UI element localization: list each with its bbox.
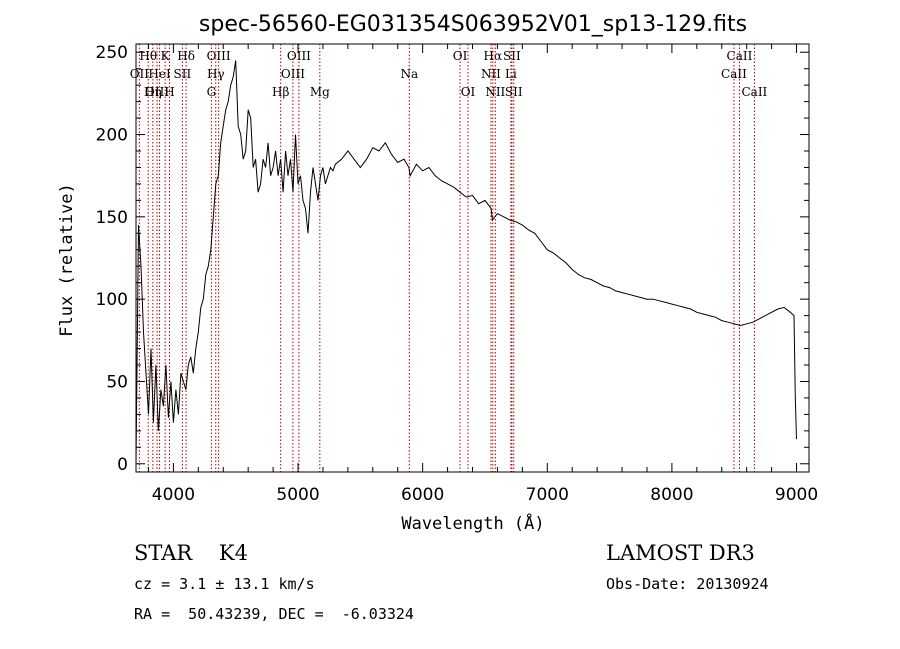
x-tick-label: 7000 bbox=[526, 485, 569, 505]
y-tick-label: 50 bbox=[106, 372, 128, 392]
emission-line-label: OI bbox=[461, 85, 476, 99]
emission-line-label: CaII bbox=[727, 49, 753, 63]
redshift-velocity: cz = 3.1 ± 13.1 km/s bbox=[134, 575, 315, 593]
y-tick-label: 200 bbox=[96, 126, 128, 146]
emission-line-label: G bbox=[207, 85, 217, 99]
y-tick-label: 150 bbox=[96, 208, 128, 228]
y-tick-label: 100 bbox=[96, 290, 128, 310]
emission-line-label: OIII bbox=[281, 67, 305, 81]
emission-line-label: H bbox=[164, 85, 174, 99]
emission-line-label: SII bbox=[174, 67, 192, 81]
emission-line-label: Mg bbox=[310, 85, 330, 99]
x-tick-label: 8000 bbox=[650, 485, 693, 505]
spectrum-line bbox=[135, 60, 797, 464]
classification-label: STAR K4 bbox=[134, 541, 248, 565]
plot-frame bbox=[135, 43, 810, 473]
emission-line-label: SII bbox=[505, 85, 523, 99]
emission-line-label: Hθ bbox=[139, 49, 157, 63]
x-tick-label: 9000 bbox=[775, 485, 818, 505]
emission-line-label: Hβ bbox=[272, 85, 289, 99]
y-axis-label: Flux (relative) bbox=[57, 183, 77, 337]
survey-label: LAMOST DR3 bbox=[606, 541, 755, 565]
x-tick-label: 5000 bbox=[276, 485, 319, 505]
observation-date: Obs-Date: 20130924 bbox=[606, 575, 769, 593]
y-tick-label: 250 bbox=[96, 43, 128, 63]
emission-line-label: Hδ bbox=[177, 49, 195, 63]
emission-line-label: CaII bbox=[721, 67, 747, 81]
x-tick-label: 6000 bbox=[401, 485, 444, 505]
emission-line-label: OIII bbox=[207, 49, 231, 63]
emission-line-label: CaII bbox=[741, 85, 767, 99]
emission-line-label: SII bbox=[503, 49, 521, 63]
emission-line-label: Hγ bbox=[207, 67, 225, 81]
y-tick-label: 0 bbox=[117, 455, 128, 475]
emission-line-label: Hη bbox=[144, 85, 162, 99]
emission-line-label: Li bbox=[505, 67, 517, 81]
emission-line-label: OI bbox=[453, 49, 468, 63]
emission-line-label: NII bbox=[485, 85, 505, 99]
sky-coordinates: RA = 50.43239, DEC = -6.03324 bbox=[134, 605, 414, 623]
emission-line-label: NII bbox=[481, 67, 501, 81]
chart-title: spec-56560-EG031354S063952V01_sp13-129.f… bbox=[199, 12, 747, 37]
axis-ticks: 4000 5000 6000 7000 8000 9000 0 50 100 150 200 250 bbox=[96, 43, 819, 505]
emission-line-label: OIII bbox=[287, 49, 311, 63]
emission-line-label: HeI bbox=[148, 67, 171, 81]
x-tick-label: 4000 bbox=[152, 485, 195, 505]
emission-line-label: K bbox=[161, 49, 171, 63]
emission-line-label: OIII bbox=[145, 85, 169, 99]
emission-line-label: Hα bbox=[484, 49, 503, 63]
emission-line-label: OII bbox=[130, 67, 150, 81]
emission-line-label: Na bbox=[400, 67, 418, 81]
x-axis-label: Wavelength (Å) bbox=[401, 512, 544, 534]
